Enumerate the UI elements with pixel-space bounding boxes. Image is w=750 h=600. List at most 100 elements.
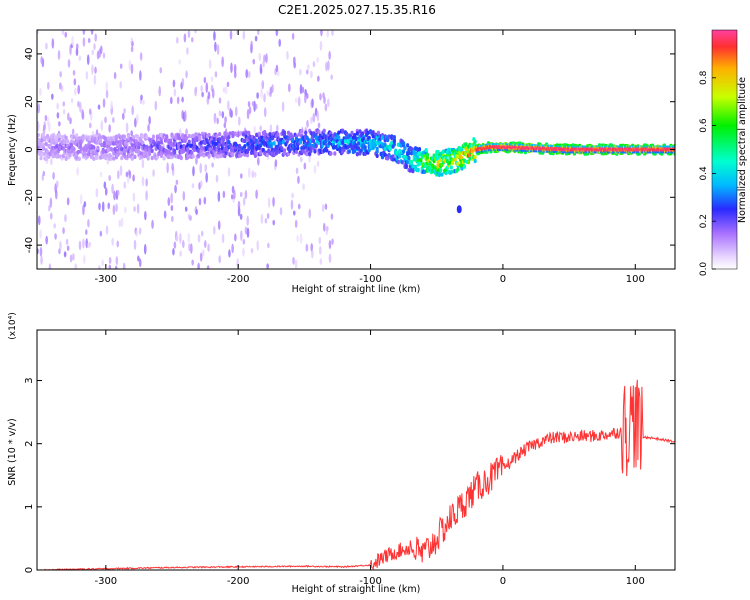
spectrogram-cell	[668, 147, 671, 152]
spectrogram-cell	[246, 215, 249, 227]
spectrogram-cell	[330, 74, 333, 80]
spectrogram-cell	[217, 191, 221, 203]
spectrogram-cell	[47, 81, 50, 90]
spectrogram-cell	[504, 143, 507, 146]
spectrogram-cell	[277, 70, 280, 77]
spectrogram-cell	[367, 135, 371, 141]
spectrogram-cell	[178, 136, 182, 141]
spectrogram-cell	[508, 143, 511, 146]
spectrogram-cell	[52, 140, 56, 146]
spectrogram-cell	[276, 124, 279, 133]
spectrogram-cell	[577, 145, 580, 148]
spectrogram-cell	[85, 238, 89, 249]
y-tick-label: 3	[24, 377, 35, 383]
spectrogram-cell	[184, 110, 187, 122]
spectrogram-cell	[227, 135, 231, 140]
spectrogram-cell	[186, 147, 190, 152]
spectrogram-cell	[222, 87, 226, 93]
spectrogram-cell	[77, 136, 81, 141]
spectrogram-cell	[524, 149, 527, 152]
spectrogram-cell	[275, 64, 279, 73]
spectrogram-cell	[618, 147, 621, 152]
spectrogram-cell	[253, 171, 257, 178]
spectrogram-cell	[214, 141, 218, 147]
spectrogram-cell	[296, 145, 300, 151]
spectrogram-cell	[256, 140, 260, 145]
spectrogram-cell	[93, 136, 97, 142]
spectrogram-cell	[518, 143, 520, 146]
spectrogram-cell	[253, 149, 258, 155]
spectrogram-cell	[133, 154, 137, 160]
spectrogram-cell	[425, 152, 430, 157]
spectrogram-cell	[281, 139, 285, 145]
spectrogram-cell	[250, 40, 253, 51]
spectrogram-cell	[269, 144, 273, 149]
spectrogram-cell	[507, 145, 510, 150]
spectrogram-cell	[102, 140, 107, 146]
spectrogram-cell	[65, 138, 70, 144]
spectrogram-cell	[228, 143, 232, 148]
spectrogram-cell	[580, 151, 583, 154]
spectrogram-cell	[409, 159, 414, 165]
spectrogram-cell	[642, 145, 645, 148]
spectrogram-cell	[660, 147, 663, 152]
spectrogram-cell	[479, 144, 482, 147]
spectrogram-cell	[363, 145, 367, 150]
spectrogram-cell	[613, 147, 616, 152]
spectrogram-cell	[212, 225, 216, 235]
spectrogram-cell	[245, 68, 249, 79]
spectrogram-cell	[528, 146, 531, 151]
spectrogram-cell	[301, 86, 305, 94]
spectrogram-cell	[662, 145, 665, 148]
spectrogram-cell	[516, 149, 519, 152]
spectrogram-cell	[536, 144, 539, 147]
spectrogram-cell	[304, 94, 307, 104]
spectrogram-cell	[114, 134, 119, 140]
spectrogram-cell	[201, 249, 205, 257]
spectrogram-cell	[303, 162, 307, 170]
spectrogram-cell	[272, 196, 275, 207]
spectrogram-cell	[191, 259, 194, 266]
spectrogram-cell	[291, 192, 294, 199]
spectrogram-cell	[69, 139, 74, 144]
spectrogram-cell	[75, 155, 79, 160]
spectrogram-cell	[304, 130, 308, 135]
spectrogram-cell	[425, 155, 430, 161]
spectrogram-cell	[247, 101, 251, 108]
spectrogram-cell	[67, 112, 70, 121]
colorbar-tick-label: 0.2	[699, 214, 709, 228]
spectrogram-cell	[584, 151, 586, 154]
spectrogram-cell	[388, 146, 393, 151]
spectrogram-cell	[104, 116, 107, 124]
spectrogram-cell	[320, 30, 323, 37]
spectrogram-cell	[102, 52, 106, 59]
spectrogram-cell	[37, 103, 41, 114]
spectrogram-cell	[668, 145, 671, 148]
spectrogram-cell	[299, 84, 303, 95]
spectrogram-cell	[608, 151, 610, 154]
spectrogram-cell	[238, 116, 241, 126]
spectrogram-cell	[466, 159, 471, 165]
spectrogram-cell	[55, 180, 59, 189]
spectrogram-y-label: Frequency (Hz)	[7, 114, 18, 186]
spectrogram-cell	[228, 131, 232, 136]
spectrogram-cell	[294, 149, 299, 154]
spectrogram-cell	[510, 143, 512, 146]
spectrogram-cell	[366, 130, 370, 136]
spectrogram-cell	[529, 150, 532, 153]
spectrogram-cell	[157, 141, 161, 146]
spectrogram-cell	[650, 145, 653, 148]
spectrogram-cell	[398, 148, 402, 154]
spectrogram-cell	[212, 137, 216, 142]
spectrogram-cell	[231, 152, 235, 157]
spectrogram-cell	[75, 47, 79, 57]
spectrogram-cell	[495, 143, 498, 146]
spectrogram-cell	[86, 54, 90, 66]
spectrogram-cell	[215, 174, 219, 183]
spectrogram-cell	[327, 140, 332, 146]
spectrogram-cell	[601, 145, 604, 148]
spectrogram-cell	[230, 62, 233, 74]
spectrogram-cell	[48, 144, 52, 149]
spectrogram-cell	[484, 143, 487, 146]
spectrogram-cell	[527, 146, 530, 151]
